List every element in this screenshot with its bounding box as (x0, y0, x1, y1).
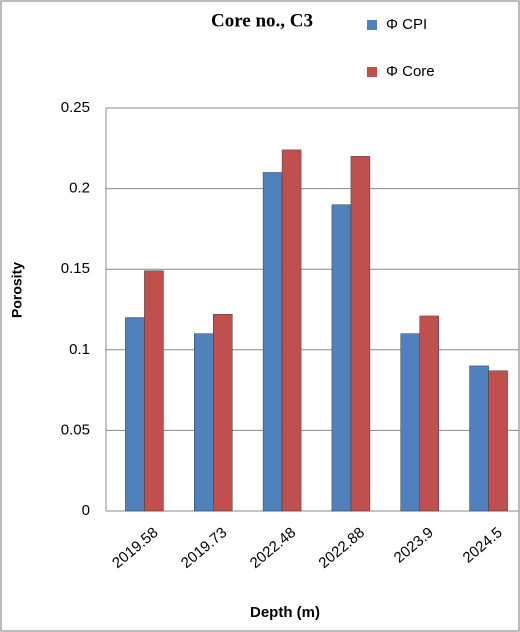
bar (419, 315, 439, 512)
bar (262, 172, 283, 512)
bar (488, 370, 508, 512)
bar (194, 333, 214, 512)
y-tick-label: 0.1 (69, 341, 90, 358)
legend-swatch (367, 67, 377, 77)
legend-label: Φ Core (386, 63, 435, 80)
y-tick-label: 0.15 (61, 260, 90, 277)
y-tick-label: 0.25 (61, 99, 90, 116)
y-tick-label: 0.2 (69, 180, 90, 197)
y-tick-label: 0.05 (61, 421, 90, 438)
bar (331, 204, 352, 512)
x-tick-label: 2019.58 (109, 524, 161, 572)
bar (144, 270, 164, 512)
y-tick-label: 0 (82, 502, 90, 519)
legend-label: Φ CPI (386, 16, 427, 33)
bar (125, 317, 145, 512)
bar (281, 149, 302, 512)
x-tick-label: 2024.5 (460, 524, 506, 567)
x-axis-label: Depth (m) (250, 604, 320, 621)
y-axis-label: Porosity (9, 262, 25, 318)
bar (213, 314, 233, 512)
bar (350, 156, 371, 512)
x-tick-label: 2019.73 (178, 524, 230, 572)
x-tick-label: 2022.48 (247, 524, 299, 572)
bar (400, 333, 420, 512)
legend-swatch (367, 20, 377, 30)
chart-title: Core no., C3 (211, 10, 313, 31)
bar (469, 365, 489, 512)
x-tick-label: 2023.9 (391, 524, 437, 567)
x-tick-label: 2022.88 (316, 524, 368, 572)
